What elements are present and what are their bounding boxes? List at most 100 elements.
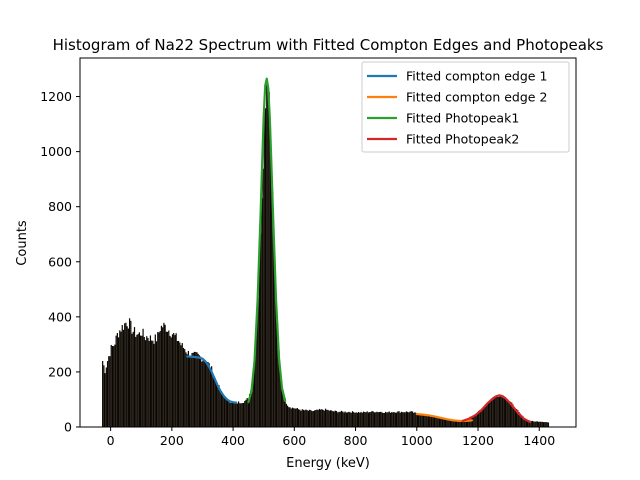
histogram-bar <box>315 410 317 427</box>
histogram-bar <box>523 417 525 427</box>
histogram-bar <box>310 410 312 427</box>
histogram-bar <box>400 411 403 427</box>
legend-label: Fitted Photopeak2 <box>406 132 519 147</box>
histogram-bar <box>187 350 189 427</box>
histogram-bar <box>517 410 519 427</box>
histogram-bar <box>406 411 409 427</box>
histogram-bar <box>115 335 117 427</box>
histogram-bar <box>544 422 546 427</box>
histogram-bar <box>462 420 464 427</box>
histogram-bar <box>522 415 524 427</box>
histogram-bar <box>371 410 373 427</box>
histogram-bar <box>202 359 204 427</box>
histogram-bar <box>326 409 328 427</box>
histogram-bar <box>249 393 251 427</box>
histogram-bar <box>337 412 339 427</box>
histogram-bar <box>192 352 194 427</box>
histogram-bar <box>416 413 419 427</box>
histogram-bar <box>535 421 537 427</box>
histogram-bar <box>226 398 229 427</box>
histogram-bar <box>507 400 509 427</box>
histogram-bar <box>397 411 399 427</box>
histogram-bar <box>469 416 471 427</box>
histogram-bar <box>225 397 227 427</box>
histogram-bar <box>343 412 345 427</box>
histogram-bar <box>286 405 289 427</box>
histogram-bar <box>284 398 286 427</box>
histogram-bar <box>452 420 454 427</box>
histogram-bar <box>531 420 534 427</box>
histogram-bar <box>328 410 330 427</box>
histogram-bar <box>138 332 141 427</box>
histogram-bar <box>104 373 106 427</box>
histogram-bar <box>471 416 474 427</box>
legend-box <box>361 61 570 153</box>
histogram-bar <box>353 411 355 427</box>
histogram-bar <box>195 351 197 427</box>
x-tick-label: 800 <box>344 433 368 448</box>
histogram-bar <box>432 416 434 427</box>
histogram-bar <box>214 378 216 427</box>
histogram-bar <box>155 341 158 427</box>
histogram-bar <box>261 198 263 427</box>
histogram-bar <box>119 330 121 427</box>
histogram-bar <box>504 399 507 427</box>
histogram-bar <box>490 399 492 427</box>
histogram-bar <box>177 340 180 427</box>
histogram-bar <box>497 396 499 427</box>
histogram-bar <box>362 411 365 427</box>
histogram-bar <box>482 408 485 427</box>
histogram-bar <box>446 419 448 427</box>
fit-line-4 <box>461 394 532 424</box>
histogram-bar <box>234 402 236 427</box>
histogram-bar <box>377 412 379 427</box>
legend-label: Fitted compton edge 2 <box>406 90 547 105</box>
histogram-bar <box>420 414 422 427</box>
x-axis: 0 200 400 600 800 1000 1200 1400 <box>107 427 555 448</box>
histogram-bar <box>324 408 327 427</box>
histogram-bar <box>448 420 450 427</box>
histogram-bar <box>467 418 469 427</box>
fit-line-3 <box>247 77 287 404</box>
histogram-bar <box>103 365 105 427</box>
histogram-bar <box>229 402 231 427</box>
histogram-bar <box>223 396 225 427</box>
histogram-bar <box>345 412 347 427</box>
histogram-bar <box>283 396 285 427</box>
histogram-bar <box>364 412 366 427</box>
histogram-bar <box>441 418 443 427</box>
histogram-bar <box>170 337 172 427</box>
histogram-bar <box>410 411 412 427</box>
histogram-bar <box>184 349 186 427</box>
histogram-bar <box>329 410 332 427</box>
histogram-bar <box>486 403 488 427</box>
histogram-bar <box>173 333 175 427</box>
histogram-bar <box>332 411 334 427</box>
histogram-bar <box>475 413 477 427</box>
histogram-bar <box>207 361 209 427</box>
histogram-bar <box>354 412 356 427</box>
histogram-bar <box>473 415 475 427</box>
histogram-bar <box>493 397 496 427</box>
x-tick-label: 0 <box>107 433 115 448</box>
histogram-bar <box>252 370 254 427</box>
histogram-bar <box>480 409 482 427</box>
histogram-bar <box>263 111 265 427</box>
histogram-bar <box>528 420 530 427</box>
plot-frame <box>79 57 577 428</box>
histogram-bar <box>180 345 182 427</box>
histogram-bar <box>246 398 248 427</box>
fit-line-1 <box>186 355 238 404</box>
histogram-bar <box>433 416 436 427</box>
histogram-bar <box>108 356 110 427</box>
histogram-bar <box>271 177 273 427</box>
histogram-bar <box>342 411 344 427</box>
histogram-bar <box>369 412 371 427</box>
histogram-bar <box>382 412 384 427</box>
histogram-bar <box>460 420 463 427</box>
histogram-bar <box>224 398 226 427</box>
histogram-bar <box>257 298 259 427</box>
histogram-bar <box>133 327 136 427</box>
histogram-bar <box>334 410 336 427</box>
